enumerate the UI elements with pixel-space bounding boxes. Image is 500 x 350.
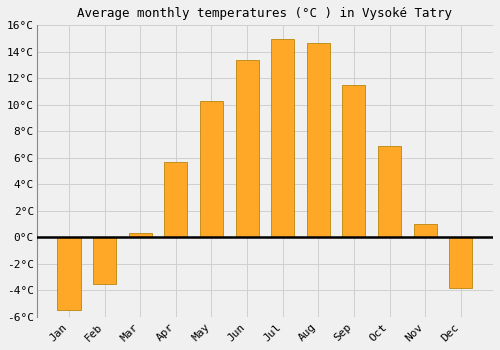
Bar	[58, 237, 80, 310]
Bar	[200, 101, 223, 237]
Bar	[342, 85, 365, 237]
Bar	[378, 146, 401, 237]
Bar	[271, 38, 294, 237]
Bar	[236, 60, 258, 237]
Bar	[306, 42, 330, 237]
Bar	[128, 233, 152, 237]
Title: Average monthly temperatures (°C ) in Vysoké Tatry: Average monthly temperatures (°C ) in Vy…	[78, 7, 452, 20]
Bar	[449, 237, 472, 288]
Bar	[414, 224, 436, 237]
Bar	[164, 162, 188, 237]
Bar	[93, 237, 116, 284]
